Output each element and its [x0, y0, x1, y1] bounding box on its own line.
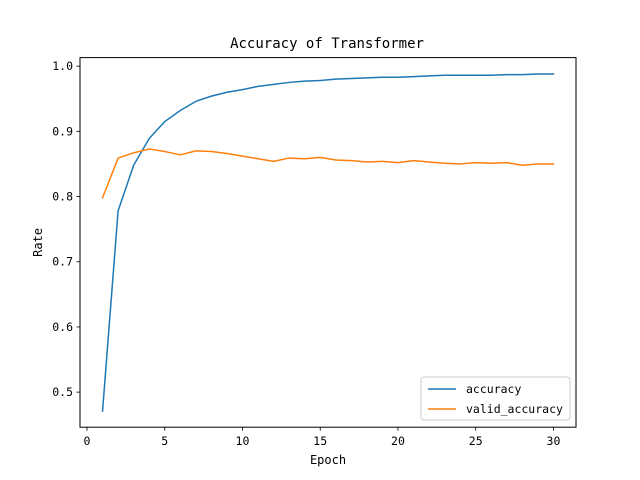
legend-label-accuracy: accuracy: [466, 382, 521, 396]
series-line-accuracy: [101, 73, 555, 412]
plot-area: 0 5 10 15 20 25 30 0.5 0.6 0.7 0.8 0.9 1.0: [52, 59, 560, 448]
y-tick-label: 0.5: [52, 385, 73, 399]
series-line-valid-accuracy: [101, 148, 555, 199]
x-tick-label: 10: [236, 434, 250, 448]
x-tick-label: 25: [469, 434, 483, 448]
legend: accuracy valid_accuracy: [420, 376, 571, 421]
chart-title: Accuracy of Transformer: [230, 36, 424, 52]
y-tick-label: 0.9: [52, 124, 73, 138]
y-tick-label: 1.0: [52, 59, 73, 73]
legend-box: [420, 376, 571, 421]
axes-frame: [79, 57, 577, 428]
x-tick-label: 0: [84, 434, 91, 448]
y-tick-label: 0.6: [52, 320, 73, 334]
y-axis-label: Rate: [31, 228, 45, 257]
x-axis-label: Epoch: [310, 453, 346, 467]
x-tick-label: 5: [161, 434, 168, 448]
x-tick-label: 15: [313, 434, 327, 448]
x-tick-label: 30: [547, 434, 561, 448]
y-tick-label: 0.7: [52, 255, 73, 269]
x-tick-label: 20: [391, 434, 405, 448]
y-tick-label: 0.8: [52, 190, 73, 204]
legend-label-valid-accuracy: valid_accuracy: [466, 402, 563, 416]
